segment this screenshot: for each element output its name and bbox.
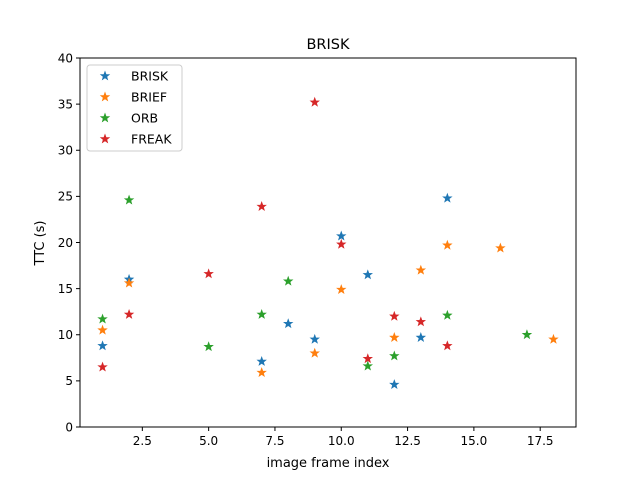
data-point xyxy=(389,332,400,342)
plot-area xyxy=(97,96,559,390)
y-tick-label: 0 xyxy=(65,420,73,434)
data-point xyxy=(415,332,427,342)
y-axis-label: TTC (s) xyxy=(33,220,48,266)
data-point xyxy=(548,333,559,344)
data-point xyxy=(123,277,135,288)
legend: BRISK BRIEF ORB FREAK xyxy=(86,64,183,152)
data-point xyxy=(256,367,267,377)
data-point xyxy=(442,239,453,250)
data-point xyxy=(309,347,320,358)
data-point xyxy=(256,308,267,319)
x-tick-label: 5.0 xyxy=(199,434,218,448)
data-point xyxy=(415,316,427,327)
data-point xyxy=(336,230,347,241)
data-point xyxy=(97,340,108,351)
y-tick-label: 15 xyxy=(58,282,73,296)
legend-label: FREAK xyxy=(131,132,172,147)
data-point xyxy=(495,242,506,253)
data-point xyxy=(442,192,453,203)
y-tick-label: 40 xyxy=(58,51,73,65)
data-point xyxy=(389,310,400,321)
x-tick-label: 7.5 xyxy=(265,434,284,448)
data-point xyxy=(362,353,373,364)
series-brisk xyxy=(97,192,453,390)
legend-marker xyxy=(99,91,111,102)
data-point xyxy=(415,264,427,275)
y-tick-label: 35 xyxy=(58,97,73,111)
series-freak xyxy=(97,96,453,372)
x-axis-ticks: 2.5 5.0 7.5 10.0 12.5 15.0 17.5 xyxy=(133,427,554,448)
legend-label: BRIEF xyxy=(131,90,167,105)
y-axis-ticks: 0 5 10 15 20 25 30 35 40 xyxy=(58,51,80,434)
x-axis-label: image frame index xyxy=(267,456,390,471)
data-point xyxy=(389,379,400,390)
data-point xyxy=(336,238,347,249)
y-tick-label: 30 xyxy=(58,144,73,158)
series-orb xyxy=(97,194,533,371)
data-point xyxy=(362,360,373,371)
legend-marker xyxy=(99,133,111,144)
data-point xyxy=(521,329,533,340)
data-point xyxy=(203,268,214,279)
x-tick-label: 10.0 xyxy=(328,434,355,448)
legend-label: BRISK xyxy=(131,69,169,84)
y-tick-label: 5 xyxy=(65,374,73,388)
data-point xyxy=(362,269,373,280)
y-tick-label: 10 xyxy=(58,328,73,342)
data-point xyxy=(442,340,453,351)
legend-label: ORB xyxy=(131,111,158,126)
x-tick-label: 15.0 xyxy=(461,434,488,448)
data-point xyxy=(203,341,214,352)
data-point xyxy=(336,284,347,294)
data-point xyxy=(309,96,320,107)
data-point xyxy=(97,324,108,335)
legend-marker xyxy=(99,70,111,81)
data-point xyxy=(123,308,135,319)
x-tick-label: 17.5 xyxy=(527,434,554,448)
y-tick-label: 25 xyxy=(58,190,73,204)
data-point xyxy=(283,275,294,286)
data-point xyxy=(283,318,294,329)
data-point xyxy=(97,313,108,324)
x-tick-label: 2.5 xyxy=(133,434,152,448)
data-point xyxy=(256,201,267,211)
data-point xyxy=(309,333,320,344)
series-brief xyxy=(97,239,559,377)
data-point xyxy=(389,350,400,361)
y-tick-label: 20 xyxy=(58,236,73,250)
data-point xyxy=(256,356,267,366)
legend-box xyxy=(86,64,183,152)
x-tick-label: 12.5 xyxy=(394,434,421,448)
chart-title: BRISK xyxy=(306,37,350,53)
data-point xyxy=(123,194,135,205)
data-point xyxy=(442,309,453,320)
data-point xyxy=(97,361,108,372)
legend-marker xyxy=(99,112,111,123)
